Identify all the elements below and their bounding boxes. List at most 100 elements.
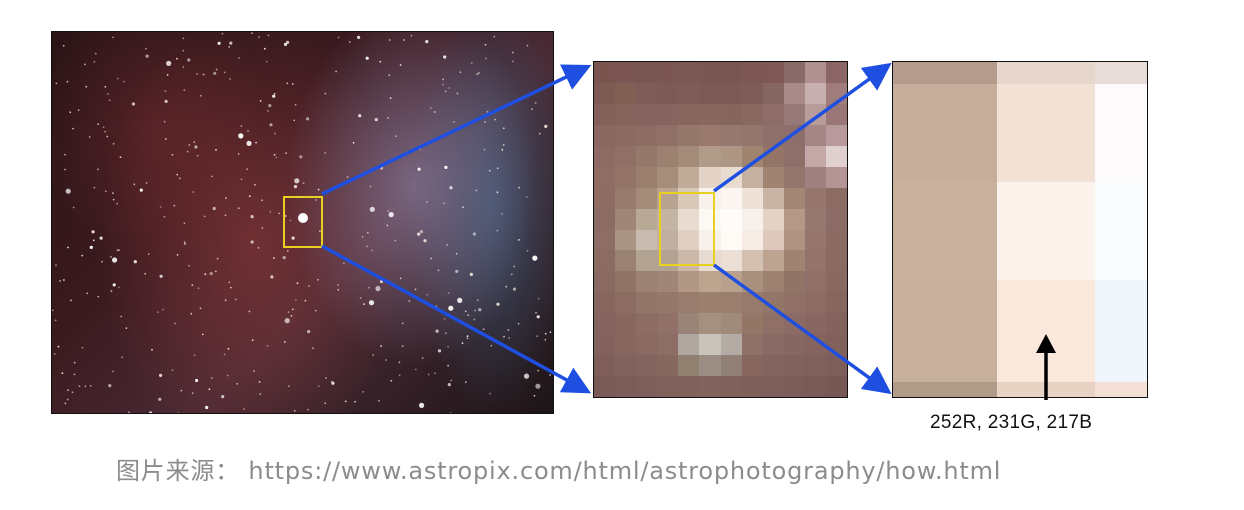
pixel-cell [1095, 84, 1147, 182]
star [278, 213, 280, 215]
pixel-rgb-value: 252R, 231G, 217B [930, 412, 1150, 434]
star [513, 288, 516, 291]
star [198, 287, 200, 289]
pixel-cell [893, 84, 997, 182]
star [370, 186, 372, 188]
star [402, 345, 404, 347]
pixel-cell [699, 167, 720, 188]
star [117, 78, 119, 80]
pixel-cell [784, 104, 805, 125]
pixel-cell [763, 104, 784, 125]
star [228, 46, 230, 48]
star [497, 167, 499, 169]
star [252, 339, 254, 341]
star [191, 284, 193, 286]
star [94, 61, 96, 63]
star [497, 108, 499, 110]
star [318, 385, 320, 387]
pixel-cell [721, 167, 742, 188]
star [470, 273, 473, 276]
star [419, 403, 424, 408]
star [101, 261, 103, 263]
pixel-cell [721, 230, 742, 251]
star [484, 121, 486, 123]
star [380, 166, 383, 169]
pixel-cell [784, 230, 805, 251]
star [357, 36, 360, 39]
star [262, 227, 264, 229]
pixel-cell [636, 188, 657, 209]
pixel-cell [678, 209, 699, 230]
star [84, 64, 86, 66]
star [511, 274, 513, 276]
pixel-cell [699, 209, 720, 230]
pixel-cell [594, 355, 615, 376]
pixel-cell [805, 104, 826, 125]
pixel-cell [997, 280, 1095, 382]
star [308, 285, 310, 287]
pixel-cell [826, 313, 847, 334]
pixel-cell [763, 62, 784, 83]
star [274, 93, 276, 95]
star [264, 48, 266, 50]
star [272, 95, 275, 98]
star [549, 374, 551, 376]
star [324, 402, 326, 404]
star [200, 307, 202, 309]
pixel-cell [763, 146, 784, 167]
star [438, 349, 441, 352]
pixel-cell [826, 83, 847, 104]
star [54, 353, 56, 355]
star [538, 298, 540, 300]
star [238, 57, 240, 59]
pixel-cell [763, 250, 784, 271]
star [512, 61, 514, 63]
star [418, 168, 421, 171]
pixel-cell [721, 104, 742, 125]
star [270, 211, 272, 213]
pixel-cell [826, 188, 847, 209]
pixel-cell [721, 209, 742, 230]
pixel-grid-mid [594, 62, 847, 397]
pixel-cell [826, 230, 847, 251]
star [270, 275, 273, 278]
pixel-cell [699, 62, 720, 83]
pixel-cell [997, 182, 1095, 280]
pixel-cell [594, 188, 615, 209]
pixel-cell [594, 62, 615, 83]
pixel-cell [594, 250, 615, 271]
star [307, 330, 310, 333]
star [291, 315, 293, 317]
star [179, 178, 181, 180]
pixel-cell [742, 104, 763, 125]
star [485, 58, 487, 60]
pixel-cell [615, 292, 636, 313]
star [435, 138, 437, 140]
pixel-cell [678, 104, 699, 125]
star [269, 123, 272, 126]
pixel-cell [784, 83, 805, 104]
star [100, 237, 103, 240]
star [132, 102, 135, 105]
star [456, 253, 458, 255]
star [436, 330, 439, 333]
star [112, 257, 117, 262]
pixel-cell [784, 209, 805, 230]
star [249, 195, 251, 197]
pixel-cell [636, 334, 657, 355]
star [539, 133, 541, 135]
star [216, 69, 218, 71]
pixel-cell [615, 250, 636, 271]
star [74, 362, 76, 364]
star [449, 186, 452, 189]
star [544, 125, 547, 128]
pixel-cell [615, 230, 636, 251]
star [450, 380, 452, 382]
star [69, 111, 71, 113]
pixel-cell [826, 292, 847, 313]
pixel-cell [615, 376, 636, 397]
star [225, 299, 227, 301]
star [202, 334, 204, 336]
star [447, 365, 449, 367]
pixel-cell [678, 292, 699, 313]
